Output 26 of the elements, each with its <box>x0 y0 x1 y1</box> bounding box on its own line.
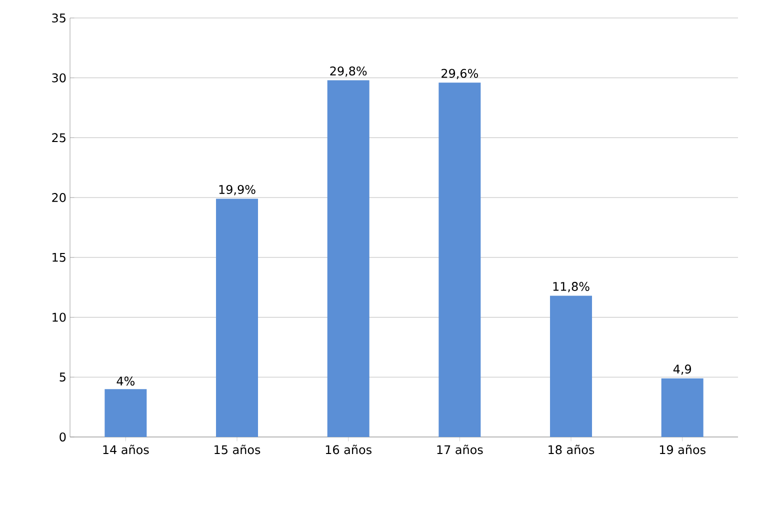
y-tick-label: 15 <box>52 252 66 262</box>
x-tick-label: 16 años <box>326 444 372 454</box>
y-tick-label: 35 <box>52 13 66 23</box>
y-tick-label: 5 <box>60 372 66 382</box>
y-tick-label: 30 <box>52 73 66 82</box>
y-tick-label: 25 <box>52 133 66 142</box>
data-label: 4,9 <box>673 364 692 375</box>
y-tick-label: 0 <box>60 432 66 442</box>
data-label: 11,8% <box>553 282 590 292</box>
y-tick-label: 20 <box>52 193 66 202</box>
x-tick-label: 17 años <box>437 444 483 454</box>
y-tick-label: 10 <box>52 312 66 322</box>
x-tick-label: 15 años <box>214 444 260 454</box>
x-tick-label: 19 años <box>660 444 706 454</box>
data-label: 29,6% <box>442 68 478 80</box>
x-tick-label: 18 años <box>548 444 594 454</box>
bar <box>216 198 258 437</box>
bar <box>661 378 704 437</box>
data-label: 4% <box>116 376 134 386</box>
bar <box>327 80 370 437</box>
data-label: 29,8% <box>330 66 367 77</box>
bar <box>104 389 147 437</box>
bar <box>438 82 481 437</box>
bar <box>550 296 592 437</box>
x-tick-label: 14 años <box>103 444 149 454</box>
data-label: 19,9% <box>219 184 256 196</box>
